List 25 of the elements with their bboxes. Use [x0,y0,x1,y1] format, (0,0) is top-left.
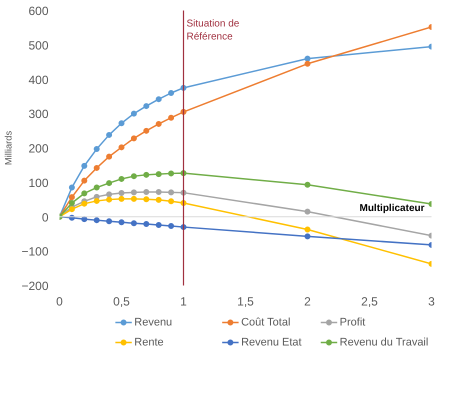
x-tick-label: 1 [180,294,188,308]
legend-label: Rente [134,336,164,348]
y-tick-label: 400 [28,72,49,87]
legend-label: Revenu du Travail [340,336,428,348]
x-tick-label: 0 [56,294,64,308]
x-axis-title: Multiplicateur [359,202,425,214]
x-tick-label: 0,5 [113,294,130,308]
x-tick-label: 1,5 [237,294,254,308]
y-tick-label: 0 [42,210,49,224]
y-tick-label: −200 [21,279,49,293]
y-tick-label: 600 [28,4,49,18]
legend-label: Profit [340,316,366,328]
y-tick-label: 100 [28,176,49,190]
legend-label: Revenu Etat [241,336,302,348]
y-tick-label: −100 [21,244,49,259]
y-tick-label: 500 [28,38,49,52]
legend-label: Revenu [134,316,172,328]
y-axis-title: Milliards [3,130,14,166]
x-tick-label: 2 [304,294,312,308]
y-tick-label: 200 [28,142,49,156]
x-tick-label: 2,5 [361,294,378,308]
y-tick-label: 300 [28,107,49,122]
x-tick-label: 3 [428,294,436,308]
ref-line-label: Situation de Référence [186,18,240,43]
legend-label: Coût Total [241,316,290,328]
